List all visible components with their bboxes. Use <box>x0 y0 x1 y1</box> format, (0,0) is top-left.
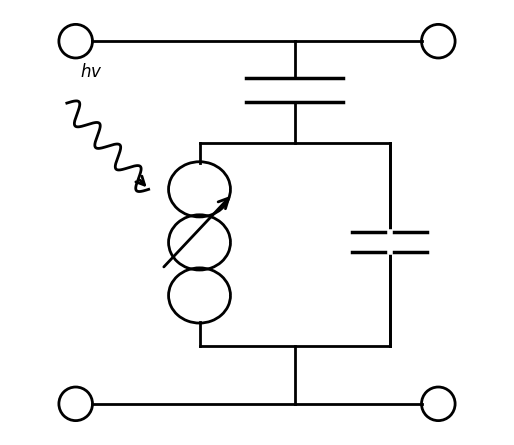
Text: $hv$: $hv$ <box>80 63 103 81</box>
